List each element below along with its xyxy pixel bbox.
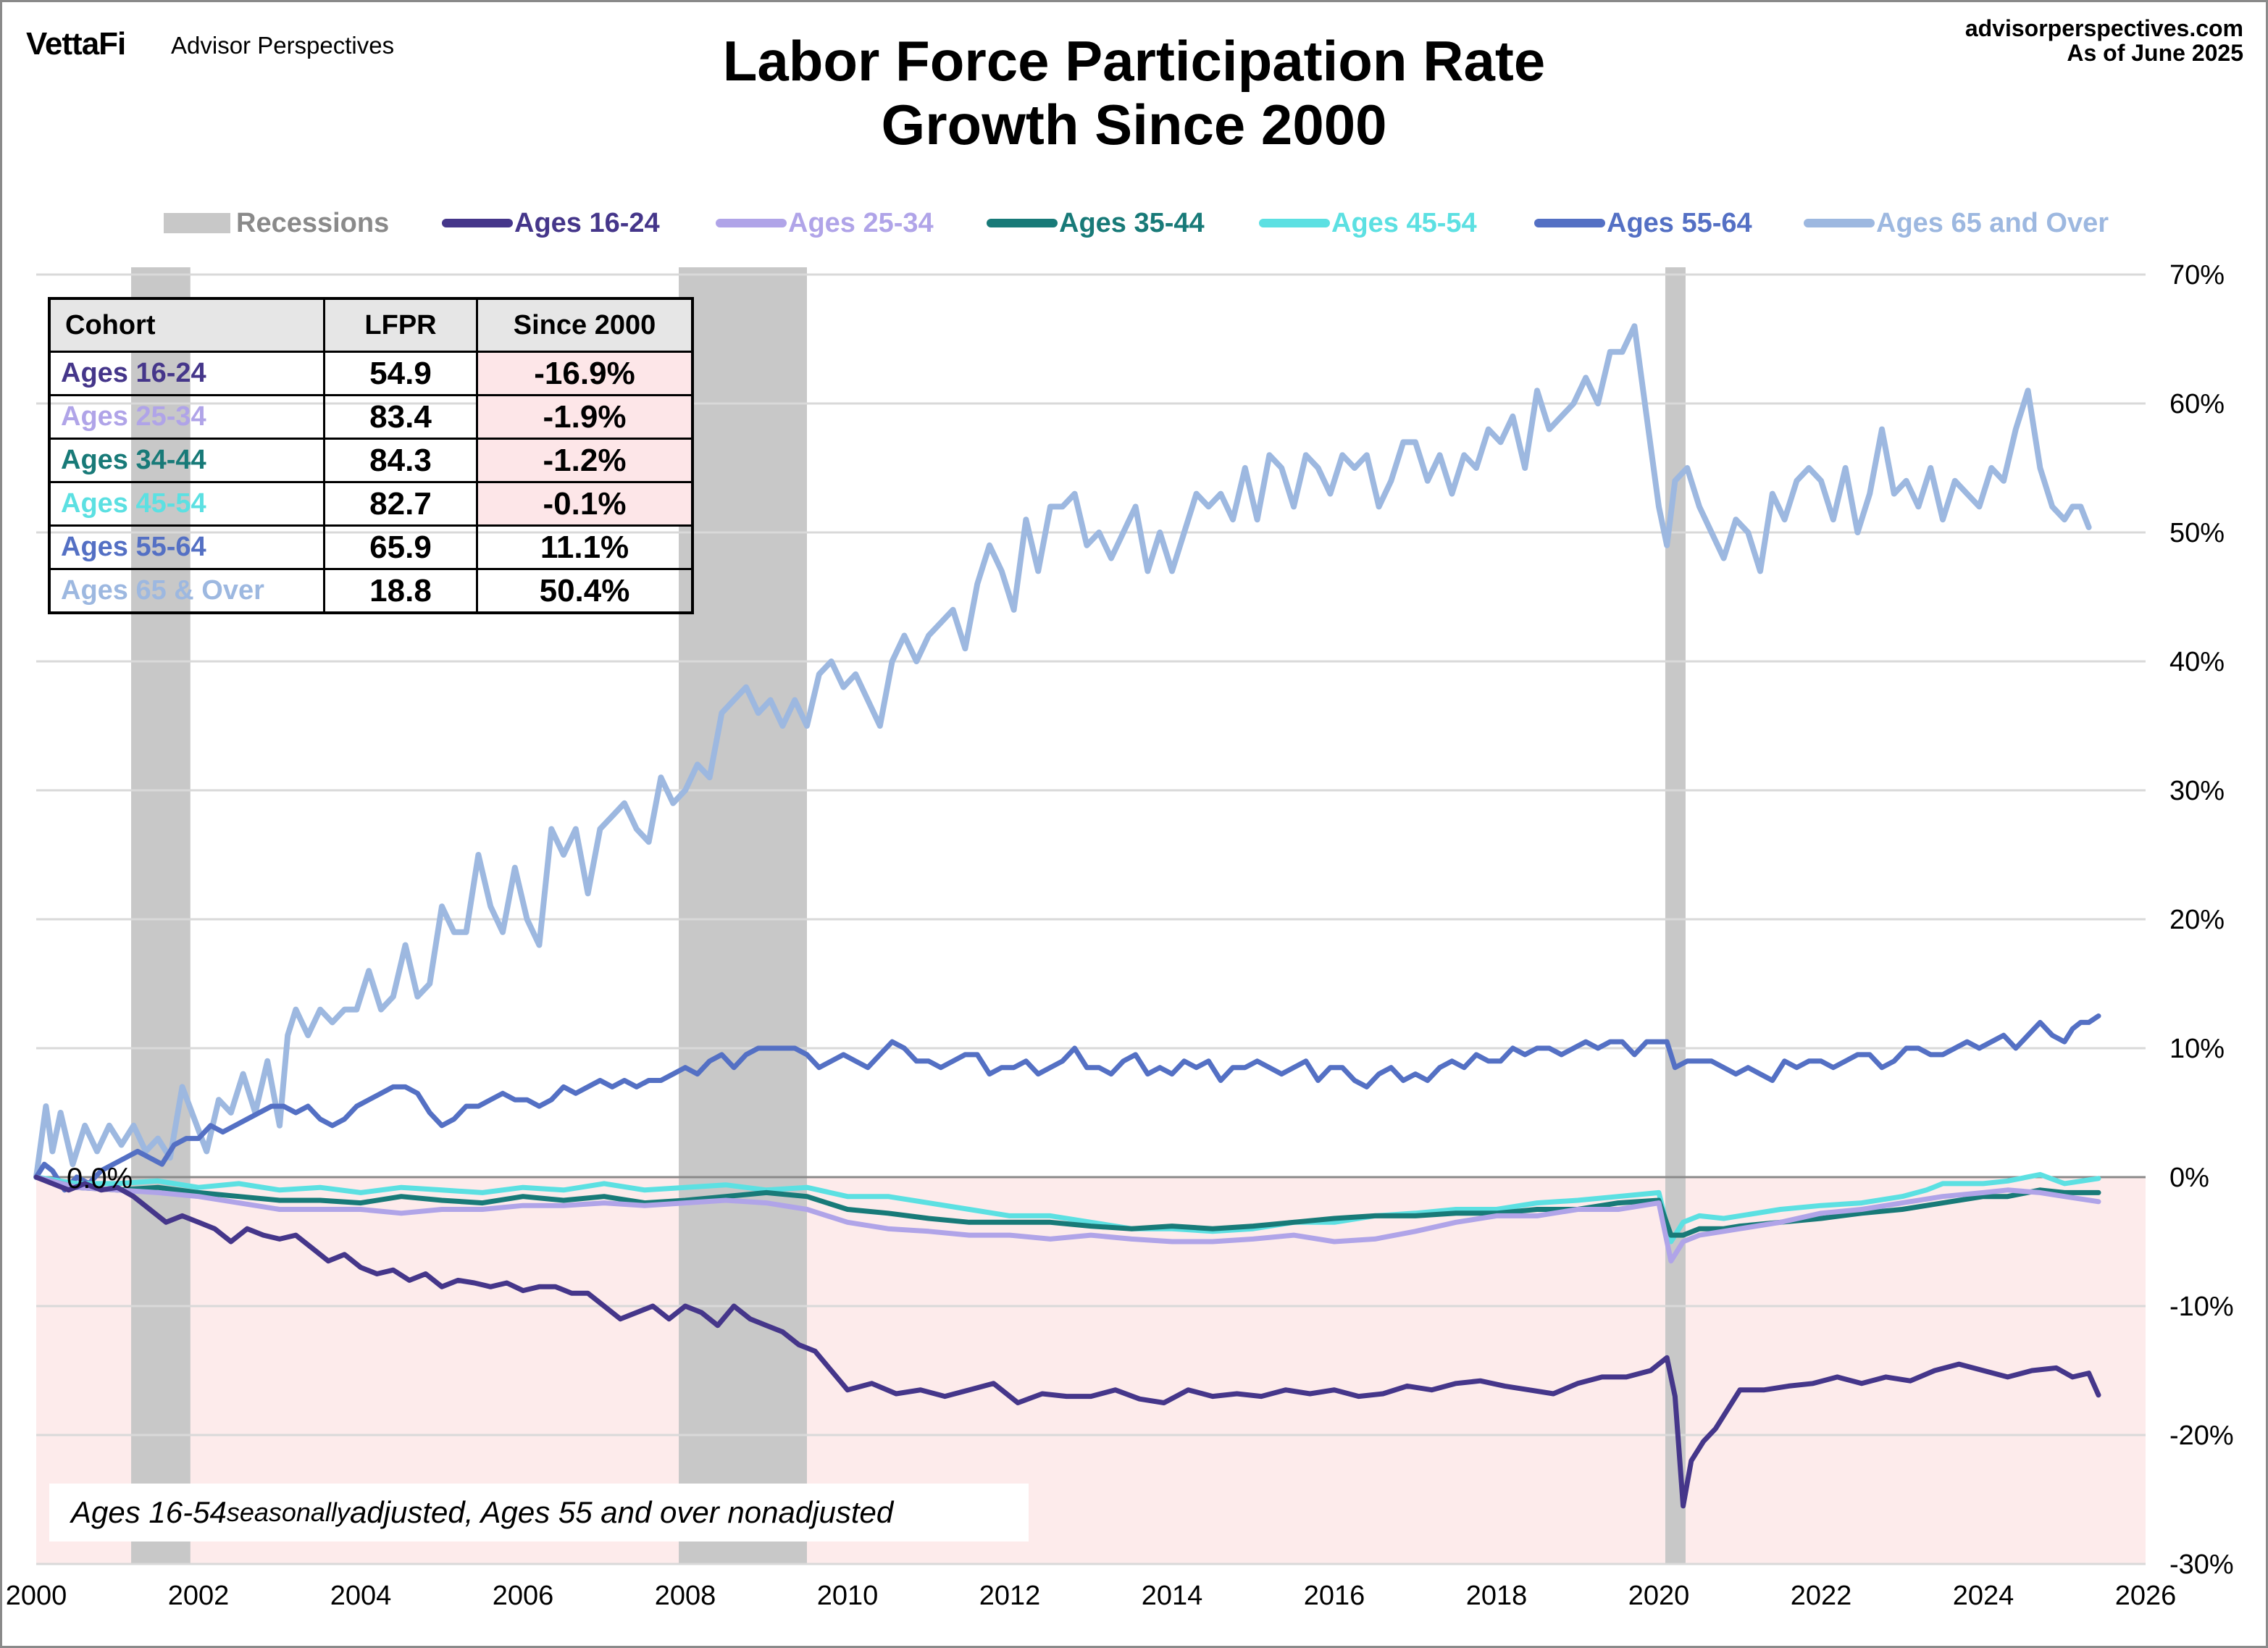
x-tick-label: 2014: [1142, 1581, 1203, 1611]
line-swatch: [1804, 219, 1875, 227]
series-line-ages-16-24: [33, 1174, 2101, 1509]
table-row: Ages 25-34 83.4 -1.9%: [48, 394, 694, 440]
legend-item-ages-16-24: Ages 16-24: [442, 207, 660, 239]
x-tick-label: 2000: [6, 1581, 67, 1611]
x-tick-label: 2012: [979, 1581, 1041, 1611]
y-tick-label: 10%: [2169, 1034, 2225, 1064]
series-line-ages-25-34: [33, 1174, 2101, 1264]
source-info: advisorperspectives.com As of June 2025: [1965, 16, 2243, 65]
since-2000-cell: -16.9%: [476, 351, 694, 396]
y-tick-label: 40%: [2169, 647, 2225, 677]
lfpr-cell: 83.4: [323, 394, 478, 440]
since-2000-cell: 50.4%: [476, 568, 694, 614]
legend-item-ages-35-44: Ages 35-44: [987, 207, 1205, 239]
table-row: Ages 34-44 84.3 -1.2%: [48, 438, 694, 483]
y-tick-label: 0%: [2169, 1163, 2209, 1193]
footnote: Ages 16-54 seasonally adjusted, Ages 55 …: [49, 1484, 1029, 1542]
legend-item-recessions: Recessions: [164, 207, 389, 239]
x-tick-label: 2016: [1304, 1581, 1365, 1611]
table-header-row: Cohort LFPR Since 2000: [48, 297, 694, 353]
footnote-part-2: seasonally: [226, 1497, 350, 1527]
table-row: Ages 45-54 82.7 -0.1%: [48, 481, 694, 527]
as-of-date: As of June 2025: [2067, 40, 2243, 66]
header-cohort: Cohort: [48, 297, 325, 353]
line-swatch: [1534, 219, 1605, 227]
legend-label: Ages 45-54: [1331, 207, 1477, 238]
lfpr-cell: 84.3: [323, 438, 478, 483]
x-tick-label: 2004: [330, 1581, 392, 1611]
line-swatch: [716, 219, 787, 227]
table-row: Ages 55-64 65.9 11.1%: [48, 524, 694, 570]
legend-item-ages-65-over: Ages 65 and Over: [1804, 207, 2109, 239]
lfpr-cell: 82.7: [323, 481, 478, 527]
since-2000-cell: -0.1%: [476, 481, 694, 527]
recession-swatch: [164, 213, 230, 233]
header-lfpr: LFPR: [323, 297, 478, 353]
since-2000-cell: -1.2%: [476, 438, 694, 483]
site-url: advisorperspectives.com: [1964, 15, 2243, 41]
line-swatch: [442, 219, 513, 227]
recession-band: [679, 267, 807, 1564]
x-tick-label: 2010: [817, 1581, 879, 1611]
lfpr-cell: 18.8: [323, 568, 478, 614]
y-tick-label: 20%: [2169, 905, 2225, 935]
cohort-cell: Ages 16-24: [48, 351, 325, 396]
cohort-cell: Ages 34-44: [48, 438, 325, 483]
x-tick-label: 2002: [168, 1581, 230, 1611]
legend-label: Ages 25-34: [788, 207, 934, 238]
y-tick-label: 60%: [2169, 389, 2225, 419]
lfpr-cell: 54.9: [323, 351, 478, 396]
y-tick-label: 50%: [2169, 518, 2225, 548]
x-tick-label: 2026: [2115, 1581, 2177, 1611]
footnote-part-1: Ages 16-54: [71, 1495, 227, 1529]
zero-value-label: 0.0%: [67, 1163, 133, 1195]
series-line-ages-45-54: [33, 1171, 2101, 1245]
vettafi-logo: VettaFi: [26, 26, 126, 62]
cohort-cell: Ages 25-34: [48, 394, 325, 440]
legend-label: Ages 35-44: [1059, 207, 1205, 238]
y-tick-label: -20%: [2169, 1421, 2234, 1451]
legend-label: Ages 65 and Over: [1876, 207, 2109, 238]
x-tick-label: 2006: [493, 1581, 554, 1611]
cohort-cell: Ages 55-64: [48, 524, 325, 570]
since-2000-cell: -1.9%: [476, 394, 694, 440]
y-tick-label: -30%: [2169, 1549, 2234, 1580]
chart-title: Labor Force Participation Rate Growth Si…: [0, 29, 2268, 156]
legend: Recessions Ages 16-24 Ages 25-34 Ages 35…: [0, 207, 2268, 239]
series-line-ages-55-64: [33, 1013, 2101, 1193]
legend-item-ages-55-64: Ages 55-64: [1534, 207, 1752, 239]
line-swatch: [1259, 219, 1330, 227]
cohort-cell: Ages 65 & Over: [48, 568, 325, 614]
x-tick-label: 2018: [1466, 1581, 1528, 1611]
table-row: Ages 65 & Over 18.8 50.4%: [48, 568, 694, 614]
line-swatch: [987, 219, 1058, 227]
legend-item-ages-45-54: Ages 45-54: [1259, 207, 1477, 239]
lfpr-cell: 65.9: [323, 524, 478, 570]
header-since-2000: Since 2000: [476, 297, 694, 353]
legend-item-ages-25-34: Ages 25-34: [716, 207, 934, 239]
footnote-part-3: adjusted, Ages 55 and over nonadjusted: [349, 1495, 894, 1529]
series-line-ages-65-and-over: [33, 323, 2092, 1180]
since-2000-cell: 11.1%: [476, 524, 694, 570]
x-tick-label: 2022: [1791, 1581, 1852, 1611]
cohort-cell: Ages 45-54: [48, 481, 325, 527]
legend-label: Ages 55-64: [1607, 207, 1752, 238]
table-row: Ages 16-24 54.9 -16.9%: [48, 351, 694, 396]
y-tick-label: 70%: [2169, 260, 2225, 290]
legend-label: Recessions: [236, 207, 390, 238]
title-line-2: Growth Since 2000: [881, 93, 1387, 156]
legend-label: Ages 16-24: [514, 207, 660, 238]
brand-name: Advisor Perspectives: [171, 32, 395, 59]
x-tick-label: 2020: [1628, 1581, 1690, 1611]
x-tick-label: 2024: [1953, 1581, 2014, 1611]
cohort-table: Cohort LFPR Since 2000 Ages 16-24 54.9 -16…: [48, 297, 694, 614]
title-line-1: Labor Force Participation Rate: [722, 29, 1546, 93]
y-tick-label: 30%: [2169, 776, 2225, 806]
y-tick-label: -10%: [2169, 1292, 2234, 1322]
x-tick-label: 2008: [655, 1581, 716, 1611]
